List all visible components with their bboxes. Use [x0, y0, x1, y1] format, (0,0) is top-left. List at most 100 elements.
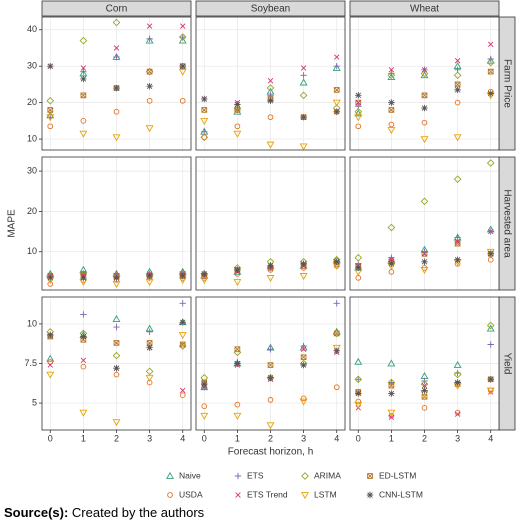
- data-point: [200, 117, 209, 125]
- data-point: [80, 75, 87, 83]
- data-point: [266, 422, 275, 430]
- data-point: [79, 130, 88, 138]
- panel-border: [41, 16, 192, 151]
- x-tick-label: 3: [301, 433, 306, 443]
- panel-border: [41, 156, 192, 291]
- data-point: [112, 315, 121, 323]
- data-point: [300, 65, 307, 71]
- data-point: [145, 279, 154, 287]
- y-tick-label: 30: [27, 61, 37, 71]
- data-point: [146, 344, 153, 351]
- data-point: [487, 68, 494, 75]
- data-point: [388, 70, 395, 77]
- data-point: [388, 379, 395, 386]
- data-point: [421, 119, 428, 126]
- data-point: [112, 134, 121, 142]
- data-point: [454, 99, 461, 106]
- data-point: [200, 277, 209, 285]
- data-point: [146, 272, 153, 280]
- data-point: [354, 401, 363, 409]
- y-tick-label: 10: [27, 246, 37, 256]
- data-point: [334, 54, 340, 60]
- data-point: [354, 253, 363, 262]
- data-point: [46, 96, 55, 105]
- facet-strip: [41, 0, 192, 17]
- data-point: [454, 234, 461, 241]
- y-tick-label: 7.5: [24, 358, 37, 368]
- data-point: [333, 330, 340, 337]
- data-point: [233, 130, 242, 138]
- data-point: [487, 387, 494, 394]
- data-point: [47, 274, 54, 282]
- x-tick-label: 3: [455, 433, 460, 443]
- data-point: [333, 384, 340, 391]
- legend-label: Naive: [179, 470, 201, 480]
- data-point: [179, 272, 186, 280]
- x-tick-label: 1: [81, 433, 86, 443]
- data-point: [486, 324, 495, 332]
- data-point: [355, 275, 362, 281]
- caption: Source(s): Created by the authors: [4, 505, 204, 520]
- data-point: [300, 346, 307, 352]
- data-point: [388, 67, 395, 73]
- data-point: [388, 414, 395, 421]
- data-point: [354, 357, 363, 365]
- data-point: [387, 359, 396, 367]
- data-point: [453, 134, 462, 142]
- data-point: [355, 92, 362, 99]
- data-point: [113, 365, 120, 372]
- data-point: [234, 346, 241, 353]
- data-point: [46, 354, 55, 362]
- legend-label: ETS: [247, 470, 264, 480]
- data-point: [267, 97, 274, 105]
- data-point: [486, 387, 495, 395]
- data-point: [80, 65, 87, 71]
- data-point: [201, 403, 208, 410]
- data-point: [79, 36, 88, 45]
- facet-label: Harvested area: [501, 189, 512, 258]
- data-point: [146, 23, 153, 29]
- data-point: [354, 375, 363, 384]
- data-point: [47, 331, 54, 339]
- data-point: [79, 409, 88, 417]
- data-point: [200, 412, 209, 420]
- y-tick-label: 30: [27, 165, 37, 175]
- x-tick-label: 0: [48, 433, 53, 443]
- data-point: [179, 392, 186, 399]
- x-tick-label: 2: [114, 433, 119, 443]
- data-point: [355, 376, 362, 383]
- facet-label: Soybean: [251, 4, 290, 15]
- data-point: [421, 382, 428, 389]
- data-point: [388, 269, 395, 275]
- legend-marker: [301, 472, 309, 480]
- data-point: [146, 379, 153, 386]
- data-point: [388, 382, 395, 389]
- x-axis-title: Forecast horizon, h: [228, 447, 314, 458]
- legend-marker: [166, 471, 174, 479]
- facet-strip: [349, 0, 500, 17]
- data-point: [145, 36, 154, 44]
- data-point: [421, 404, 428, 411]
- data-point: [388, 390, 395, 397]
- data-point: [454, 238, 461, 245]
- data-point: [453, 360, 462, 368]
- data-point: [234, 107, 241, 113]
- data-point: [201, 380, 208, 388]
- data-point: [454, 81, 461, 88]
- facet-label: Farm Price: [501, 59, 512, 108]
- data-point: [421, 258, 428, 265]
- data-point: [488, 228, 494, 235]
- data-point: [454, 411, 461, 417]
- data-point: [178, 33, 187, 41]
- data-point: [146, 35, 153, 43]
- data-point: [421, 387, 428, 394]
- x-tick-label: 2: [422, 433, 427, 443]
- data-point: [267, 362, 274, 368]
- data-point: [454, 58, 461, 64]
- legend-label: CNN-LSTM: [379, 489, 423, 499]
- data-point: [299, 78, 308, 86]
- data-point: [234, 101, 241, 108]
- panel-border: [195, 156, 346, 291]
